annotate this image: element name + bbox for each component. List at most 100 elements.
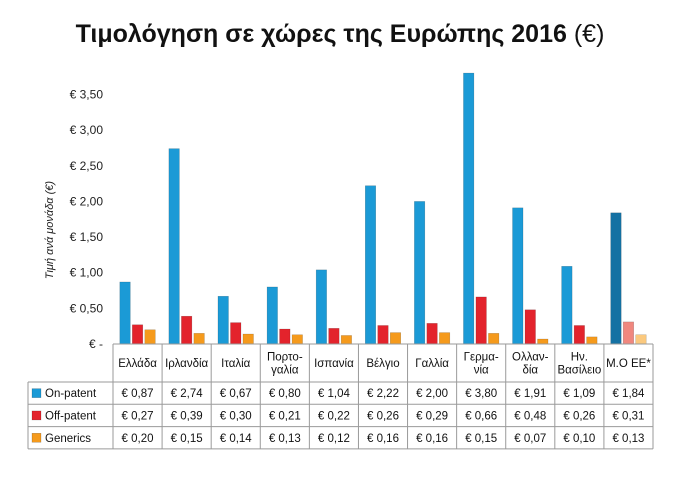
bar-on-patent-2 bbox=[217, 295, 229, 345]
legend-label-generics: Generics bbox=[45, 433, 91, 445]
bar-generics-5 bbox=[390, 332, 401, 345]
bar-on-patent-10 bbox=[610, 212, 622, 345]
bar-generics-10 bbox=[635, 334, 647, 345]
y-tick-label: € 1,50 bbox=[70, 230, 104, 244]
legend-label-on-patent: On-patent bbox=[45, 388, 97, 400]
y-tick-label: € 3,00 bbox=[70, 123, 104, 137]
data-cell: € 0,16 bbox=[367, 433, 399, 445]
data-cell: € 1,09 bbox=[563, 388, 595, 400]
data-cell: € 0,20 bbox=[122, 433, 154, 445]
bar-off-patent-10 bbox=[622, 321, 634, 345]
bar-off-patent-6 bbox=[426, 323, 438, 345]
bar-generics-1 bbox=[193, 333, 205, 345]
bar-on-patent-7 bbox=[463, 72, 475, 345]
category-label: Γαλλία bbox=[415, 358, 449, 370]
bar-on-patent-5 bbox=[365, 185, 376, 345]
chart-title: Τιμολόγηση σε χώρες της Ευρώπης 2016 (€) bbox=[0, 20, 680, 49]
category-label: Ιταλία bbox=[221, 358, 251, 370]
bar-off-patent-9 bbox=[573, 325, 585, 345]
data-cell: € 0,26 bbox=[367, 410, 399, 422]
y-tick-label: € 2,50 bbox=[70, 159, 104, 173]
bar-on-patent-9 bbox=[561, 266, 573, 345]
data-cell: € 0,21 bbox=[269, 410, 301, 422]
bar-on-patent-4 bbox=[315, 269, 327, 345]
bar-off-patent-7 bbox=[475, 296, 487, 345]
bar-on-patent-1 bbox=[168, 148, 180, 345]
bar-generics-0 bbox=[144, 329, 156, 345]
data-cell: € 0,12 bbox=[318, 433, 350, 445]
data-cell: € 2,00 bbox=[416, 388, 448, 400]
data-cell: € 0,30 bbox=[220, 410, 252, 422]
bar-generics-7 bbox=[488, 333, 500, 345]
data-cell: € 0,07 bbox=[514, 433, 546, 445]
data-cell: € 0,22 bbox=[318, 410, 350, 422]
data-cell: € 0,13 bbox=[269, 433, 301, 445]
bar-off-patent-4 bbox=[328, 328, 340, 345]
legend-label-off-patent: Off-patent bbox=[45, 410, 97, 422]
bar-on-patent-0 bbox=[119, 281, 131, 345]
bar-on-patent-3 bbox=[266, 286, 278, 345]
data-cell: € 1,91 bbox=[514, 388, 546, 400]
bar-generics-4 bbox=[340, 335, 352, 345]
data-cell: € 0,31 bbox=[612, 410, 644, 422]
category-label: Μ.Ο ΕΕ* bbox=[606, 358, 651, 370]
data-cell: € 3,80 bbox=[465, 388, 497, 400]
category-label: Ιρλανδία bbox=[165, 358, 208, 370]
data-cell: € 0,29 bbox=[416, 410, 448, 422]
category-label: Βασίλειο bbox=[557, 365, 601, 377]
bar-off-patent-0 bbox=[132, 324, 144, 345]
bar-off-patent-1 bbox=[181, 315, 193, 345]
bar-generics-8 bbox=[537, 338, 549, 345]
data-cell: € 2,74 bbox=[171, 388, 204, 400]
chart-title-text: Τιμολόγηση σε χώρες της Ευρώπης 2016 bbox=[75, 20, 567, 48]
category-label: Ολλαν- bbox=[512, 352, 549, 364]
category-label: Πορτο- bbox=[267, 352, 303, 364]
chart-title-unit: (€) bbox=[573, 20, 605, 48]
category-label: Ελλάδα bbox=[118, 358, 157, 370]
legend-swatch-generics bbox=[31, 433, 42, 443]
data-cell: € 0,14 bbox=[220, 433, 253, 445]
data-cell: € 0,80 bbox=[269, 388, 301, 400]
y-tick-label: € 1,00 bbox=[70, 266, 104, 280]
bar-generics-6 bbox=[439, 332, 451, 345]
data-cell: € 0,27 bbox=[122, 410, 154, 422]
legend-swatch-on-patent bbox=[31, 388, 42, 398]
data-cell: € 0,15 bbox=[171, 433, 203, 445]
bar-on-patent-8 bbox=[512, 207, 524, 345]
bar-generics-9 bbox=[586, 336, 598, 345]
legend-swatch-off-patent bbox=[31, 410, 42, 421]
data-cell: € 0,39 bbox=[171, 410, 203, 422]
data-cell: € 0,67 bbox=[220, 388, 252, 400]
category-label: γαλία bbox=[271, 365, 299, 377]
category-label: Γερμα- bbox=[464, 352, 499, 364]
data-cell: € 0,13 bbox=[612, 433, 644, 445]
data-cell: € 0,66 bbox=[465, 410, 497, 422]
category-label: Ην. bbox=[571, 352, 588, 364]
data-cell: € 2,22 bbox=[367, 388, 399, 400]
y-tick-label: € 2,00 bbox=[70, 194, 104, 208]
bar-off-patent-2 bbox=[230, 322, 242, 345]
category-label: Ισπανία bbox=[314, 358, 354, 370]
bar-off-patent-5 bbox=[377, 325, 389, 345]
data-cell: € 1,04 bbox=[318, 388, 351, 400]
y-tick-label: € 3,50 bbox=[70, 87, 104, 101]
data-cell: € 0,87 bbox=[122, 388, 154, 400]
bar-off-patent-3 bbox=[279, 328, 291, 345]
data-cell: € 0,48 bbox=[514, 410, 546, 422]
bar-on-patent-6 bbox=[414, 201, 426, 345]
y-tick-label: € - bbox=[89, 337, 103, 351]
data-cell: € 0,15 bbox=[465, 433, 497, 445]
category-label: Βέλγιο bbox=[366, 358, 399, 370]
category-label: νία bbox=[474, 365, 489, 377]
data-cell: € 0,26 bbox=[563, 410, 595, 422]
bar-generics-2 bbox=[242, 333, 254, 345]
data-cell: € 0,10 bbox=[563, 433, 595, 445]
data-cell: € 1,84 bbox=[612, 388, 645, 400]
category-label: δία bbox=[522, 365, 538, 377]
bar-generics-3 bbox=[291, 334, 303, 345]
y-tick-label: € 0,50 bbox=[70, 301, 104, 315]
data-cell: € 0,16 bbox=[416, 433, 448, 445]
bar-off-patent-8 bbox=[524, 309, 536, 345]
